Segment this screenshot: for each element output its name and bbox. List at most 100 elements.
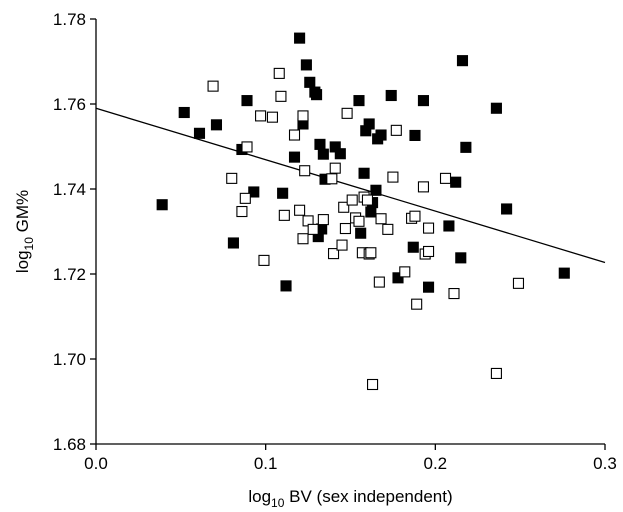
open-square-point <box>317 214 329 226</box>
filled-square-point <box>156 199 168 211</box>
filled-square-point <box>392 272 404 284</box>
open-square-point <box>490 367 502 380</box>
filled-square-point <box>178 106 190 119</box>
axes <box>90 18 606 450</box>
open-square-point <box>409 210 421 222</box>
filled-square-point <box>370 184 382 196</box>
y-tick-label: 1.74 <box>53 180 86 199</box>
open-square-point <box>422 245 435 258</box>
filled-square-point <box>248 186 260 198</box>
filled-square-point <box>334 148 346 160</box>
open-square-point <box>258 254 270 266</box>
trendline <box>95 107 606 264</box>
open-square-point <box>390 124 402 136</box>
filled-square-point <box>227 237 239 249</box>
filled-square-point <box>317 148 329 160</box>
filled-square-point <box>455 252 467 264</box>
open-square-point <box>226 172 238 184</box>
filled-square-point <box>417 95 430 107</box>
filled-square-point <box>210 119 223 131</box>
open-square-point <box>399 266 411 278</box>
x-axis-title: log10 BV (sex independent) <box>248 487 452 507</box>
open-square-point <box>326 173 338 185</box>
filled-square-point <box>304 76 316 88</box>
open-square-point <box>239 192 251 204</box>
trendline-layer <box>95 107 606 264</box>
open-square-point <box>297 110 309 122</box>
filled-square-point <box>501 203 513 215</box>
x-tick-label: 0.2 <box>424 454 448 473</box>
open-square-point <box>353 215 365 227</box>
open-square-point <box>341 107 353 119</box>
y-axis-title: log10 GM% <box>13 190 36 273</box>
open-square-point <box>382 223 394 235</box>
filled-square-point <box>365 206 377 218</box>
filled-square-point <box>294 32 306 44</box>
filled-square-point <box>280 280 292 292</box>
open-square-point <box>338 201 350 213</box>
open-square-point <box>275 90 287 102</box>
y-tick-label: 1.70 <box>53 350 86 369</box>
open-square-point <box>327 248 340 260</box>
filled-square-point <box>385 89 397 102</box>
filled-square-point <box>355 227 367 239</box>
open-square-point <box>367 378 379 391</box>
open-square-point <box>278 209 290 221</box>
filled-square-point <box>375 129 387 141</box>
open-square-point <box>207 80 219 92</box>
y-tick-label: 1.68 <box>53 435 86 454</box>
open-square-point <box>294 204 306 216</box>
open-square-point <box>273 67 285 79</box>
open-square-point <box>422 222 435 234</box>
axis-labels: 1.68 1.70 1.72 1.74 1.76 1.78 0.0 0.1 0.2 0.3 log1… <box>13 10 617 510</box>
filled-square-point <box>490 102 502 114</box>
open-square-point <box>339 222 351 235</box>
open-square-point <box>439 172 452 184</box>
open-square-point <box>266 111 279 123</box>
y-tick-label: 1.76 <box>53 95 86 114</box>
filled-square-point <box>193 127 206 139</box>
filled-square-point <box>558 267 570 279</box>
open-square-point <box>375 213 387 225</box>
open-square-point <box>336 239 348 251</box>
open-square-point <box>288 129 301 141</box>
filled-square-point <box>311 89 323 101</box>
y-tick-label: 1.78 <box>53 10 86 29</box>
filled-square-point <box>409 129 421 141</box>
filled-square-point <box>456 55 469 67</box>
open-square-point <box>387 171 399 183</box>
open-square-point <box>361 194 374 206</box>
open-square-point <box>241 141 253 153</box>
filled-square-point <box>288 151 301 163</box>
open-square-point <box>365 247 377 259</box>
filled-square-point <box>353 95 365 107</box>
x-tick-label: 0.3 <box>593 454 617 473</box>
open-square-point <box>373 276 385 288</box>
open-square-point <box>329 162 341 174</box>
points-layer <box>156 32 570 391</box>
open-square-point <box>512 277 525 289</box>
open-square-point <box>417 181 430 193</box>
open-square-point <box>297 233 309 245</box>
filled-square-point <box>358 167 370 179</box>
filled-square-point <box>277 187 289 199</box>
y-tick-label: 1.72 <box>53 265 86 284</box>
filled-square-point <box>363 118 375 130</box>
filled-square-point <box>314 138 326 150</box>
open-square-point <box>411 298 423 310</box>
open-square-point <box>236 205 248 218</box>
open-square-point <box>255 110 267 122</box>
filled-square-point <box>443 220 455 232</box>
filled-square-point <box>450 176 462 188</box>
filled-square-point <box>422 281 435 293</box>
open-square-point <box>448 287 460 300</box>
x-tick-label: 0.1 <box>254 454 278 473</box>
filled-square-point <box>300 59 312 71</box>
filled-square-point <box>407 241 419 253</box>
open-square-point <box>299 165 311 177</box>
filled-square-point <box>241 95 253 107</box>
open-square-point <box>307 223 319 235</box>
filled-square-point <box>460 141 472 153</box>
